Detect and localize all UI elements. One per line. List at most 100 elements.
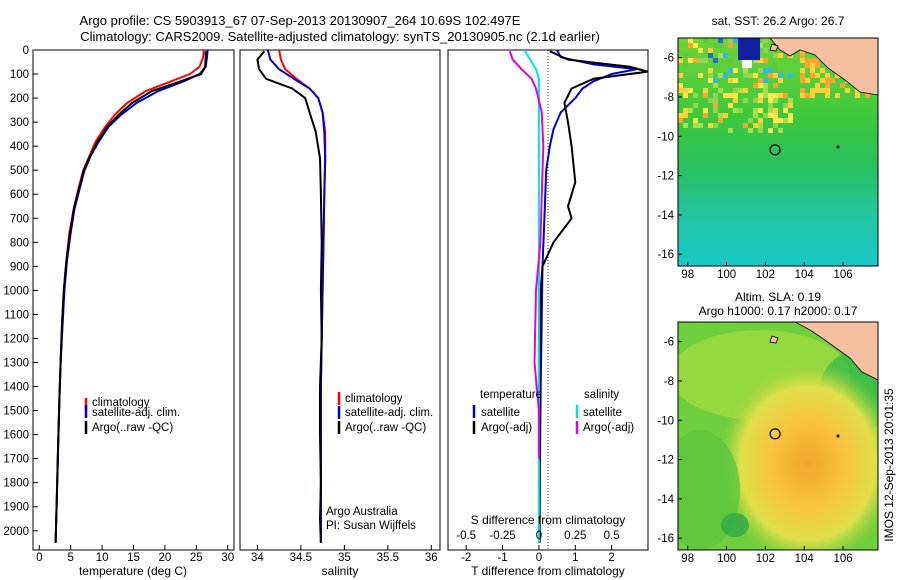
sst-pixel — [688, 58, 693, 63]
sst-pixel — [733, 93, 738, 98]
x-tick-label: 5 — [67, 552, 73, 564]
map-y-tick-label: -16 — [657, 533, 674, 545]
argo-float-marker — [769, 144, 781, 156]
sst-pixel — [713, 103, 718, 108]
sst-pixel — [758, 93, 763, 98]
map-x-tick-label: 102 — [756, 269, 775, 281]
land-java — [794, 322, 878, 381]
sst-pixel — [738, 108, 743, 113]
sst-pixel — [743, 68, 748, 73]
y-tick-label: 0 — [23, 45, 29, 57]
sst-pixel — [713, 78, 718, 83]
sst-pixel — [693, 93, 698, 98]
sst-pixel — [758, 128, 763, 133]
sst-pixel — [678, 58, 683, 63]
sst-pixel — [683, 123, 688, 128]
side-timestamp: IMOS 12-Sep-2013 20:01:35 — [882, 388, 896, 542]
sst-pixel — [810, 58, 815, 63]
x-tick-label: 25 — [190, 552, 203, 564]
sst-pixel — [713, 93, 718, 98]
sst-pixel — [718, 73, 723, 78]
sst-pixel — [805, 58, 810, 63]
sst-map-panel: sat. SST: 26.2 Argo: 26.7 98 100 102 104 106… — [657, 14, 879, 281]
sst-pixel — [835, 73, 840, 78]
sst-pixel — [708, 98, 713, 103]
sst-pixel — [678, 73, 683, 78]
legend-label-climatology: climatology — [345, 393, 403, 405]
y-tick-label: 200 — [10, 93, 29, 105]
map-x-tick-label: 98 — [681, 269, 694, 281]
christmas-island — [836, 145, 840, 149]
series-line-argo-raw-qc- — [54, 51, 207, 543]
sst-pixel — [693, 43, 698, 48]
sst-pixel — [703, 38, 708, 43]
sst-pixel — [783, 108, 788, 113]
sst-pixel — [830, 78, 835, 83]
map-x-tick-label: 100 — [717, 553, 736, 565]
sst-pixel — [788, 98, 793, 103]
sst-pixel — [753, 98, 758, 103]
legend-heading-salinity: salinity — [584, 389, 619, 401]
s-tick-label: 0 — [536, 530, 542, 542]
map-y-tick-label: -10 — [657, 415, 674, 427]
temperature-panel: 0100200300400500600700800900100011001200… — [3, 45, 235, 578]
sst-pixel — [733, 108, 738, 113]
y-tick-label: 500 — [10, 165, 29, 177]
sst-pixel — [728, 58, 733, 63]
y-tick-label: 900 — [10, 261, 29, 273]
sst-pixel — [815, 83, 820, 88]
sst-pixel — [820, 88, 825, 93]
sst-pixel — [748, 128, 753, 133]
y-tick-label: 800 — [10, 237, 29, 249]
sst-pixel — [773, 93, 778, 98]
sst-pixel — [713, 123, 718, 128]
sst-pixel — [810, 63, 815, 68]
sst-pixel — [733, 78, 738, 83]
map-y-tick-label: -14 — [657, 494, 674, 506]
series-line-salinity-satellite — [523, 50, 540, 543]
s-tick-label: -0.25 — [489, 530, 515, 542]
sst-pixel — [825, 73, 830, 78]
sst-pixel — [703, 58, 708, 63]
sst-pixel — [805, 93, 810, 98]
sst-pixel — [708, 123, 713, 128]
sst-pixel — [718, 118, 723, 123]
sst-pixel — [778, 128, 783, 133]
sst-pixel — [820, 68, 825, 73]
x-tick-label: 36 — [425, 552, 438, 564]
sst-pixel — [743, 123, 748, 128]
legend-label-climatology: climatology — [92, 397, 150, 409]
sst-pixel — [693, 103, 698, 108]
s-difference-xlabel: S difference from climatology — [471, 513, 626, 527]
sst-pixel — [708, 48, 713, 53]
sst-pixel — [733, 68, 738, 73]
series-line-satellite-adj-clim- — [266, 50, 327, 543]
map-y-tick-label: -12 — [657, 455, 674, 467]
x-tick-label: -1 — [497, 552, 507, 564]
sst-pixel — [683, 113, 688, 118]
sst-pixel — [805, 78, 810, 83]
sst-pixel — [773, 53, 778, 58]
y-tick-label: 400 — [10, 141, 29, 153]
sst-pixel — [773, 113, 778, 118]
sst-pixel — [763, 38, 768, 43]
sst-pixel — [758, 123, 763, 128]
map-x-tick-label: 104 — [795, 553, 815, 565]
sst-pixel — [698, 73, 703, 78]
sst-pixel — [810, 73, 815, 78]
series-line-temperature-argo-adj- — [538, 50, 648, 543]
sst-pixel — [703, 113, 708, 118]
island — [769, 43, 779, 52]
sst-pixel — [825, 78, 830, 83]
sst-pixel — [718, 38, 723, 43]
sst-pixel — [723, 73, 728, 78]
sst-pixel — [768, 113, 773, 118]
sst-pixel — [698, 123, 703, 128]
sst-pixel — [688, 43, 693, 48]
sst-pixel — [788, 73, 793, 78]
sst-pixel — [688, 108, 693, 113]
y-tick-label: 1600 — [3, 430, 29, 442]
sst-pixel — [763, 48, 768, 53]
y-tick-label: 100 — [10, 69, 29, 81]
sst-pixel — [778, 93, 783, 98]
